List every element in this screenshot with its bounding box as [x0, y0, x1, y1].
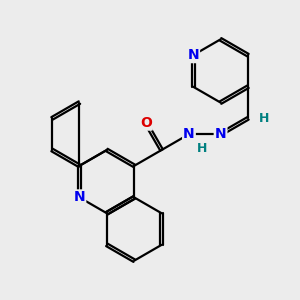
Text: N: N — [183, 127, 195, 141]
Text: O: O — [140, 116, 152, 130]
Text: N: N — [215, 127, 226, 141]
Text: N: N — [188, 48, 199, 62]
Text: H: H — [197, 142, 207, 155]
Text: N: N — [74, 190, 85, 204]
Text: H: H — [259, 112, 269, 125]
